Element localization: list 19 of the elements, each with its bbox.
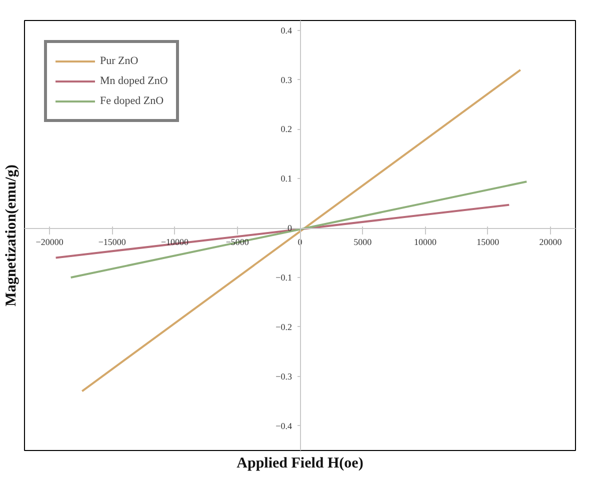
x-tick-label: 20000 bbox=[539, 237, 562, 248]
y-tick-label: 0.3 bbox=[280, 74, 292, 85]
x-tick-label: 15000 bbox=[476, 237, 500, 248]
legend-label: Mn doped ZnO bbox=[100, 75, 168, 87]
x-tick-label: −20000 bbox=[36, 237, 64, 248]
y-tick-label: 0.1 bbox=[280, 174, 292, 184]
y-tick-label: 0.2 bbox=[280, 124, 292, 134]
x-tick-label: 5000 bbox=[354, 237, 372, 248]
y-tick-label: −0.2 bbox=[276, 322, 292, 332]
x-axis-title: Applied Field H(oe) bbox=[236, 456, 364, 472]
legend-label: Fe doped ZnO bbox=[100, 95, 164, 107]
y-tick-label: −0.1 bbox=[276, 272, 292, 283]
x-tick-label: −15000 bbox=[98, 237, 126, 248]
y-tick-label: 0.4 bbox=[280, 25, 292, 36]
y-axis-title: Magnetization(emu/g) bbox=[4, 164, 20, 306]
y-tick-label: −0.4 bbox=[276, 420, 292, 431]
x-tick-label: 10000 bbox=[414, 237, 437, 248]
y-tick-label: −0.3 bbox=[276, 371, 292, 382]
legend-label: Pur ZnO bbox=[100, 55, 138, 67]
